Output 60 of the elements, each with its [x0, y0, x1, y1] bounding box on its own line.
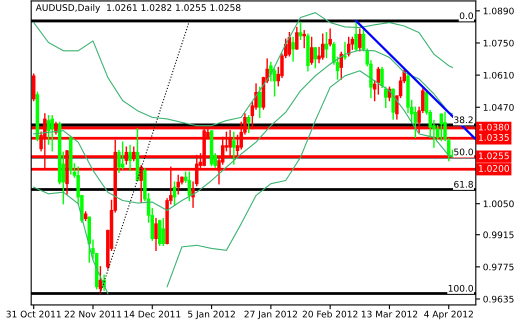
candlestick: [172, 181, 176, 206]
candlestick: [291, 36, 295, 62]
ref-line-label: 1.0255: [479, 152, 509, 160]
candlestick: [310, 36, 314, 65]
y-tick-label: 1.0750: [484, 40, 514, 47]
candlestick: [358, 28, 362, 52]
candlestick: [295, 26, 299, 50]
candlestick: [354, 20, 358, 52]
candlestick: [340, 52, 344, 80]
y-tick-label: 0.9635: [483, 296, 514, 303]
x-tick-label: 27 Jan 2012: [244, 310, 298, 320]
y-tick-label: 1.0890: [484, 8, 514, 14]
candlestick: [246, 115, 250, 133]
candlestick: [98, 266, 102, 294]
ref-line-label: 1.0200: [479, 165, 510, 172]
candlestick: [343, 42, 347, 60]
annotation: 38.2: [454, 116, 473, 124]
y-tick-label: 1.0610: [484, 72, 514, 79]
candlestick: [314, 46, 318, 68]
y-tick-label: 0.9915: [483, 231, 514, 238]
candlestick: [384, 86, 388, 108]
candlestick: [391, 88, 395, 120]
x-tick-label: 22 Nov 2011: [64, 310, 122, 318]
annotation: 100.0: [448, 284, 473, 292]
candlestick: [132, 146, 136, 162]
candlestick: [158, 220, 162, 246]
candlestick: [321, 34, 324, 60]
candlestick: [288, 32, 292, 57]
candlestick: [50, 115, 54, 152]
ref-line-label: 1.0335: [479, 134, 509, 141]
annotation: 0.0: [460, 12, 473, 20]
annotation: 50.0: [454, 148, 473, 156]
candlestick: [258, 86, 262, 118]
y-tick-label: 1.0470: [484, 104, 514, 111]
candlestick: [324, 32, 328, 58]
line-series: [33, 50, 454, 211]
ref-line-label: 1.0380: [479, 124, 510, 131]
candlestick: [440, 113, 444, 142]
chart-title: AUDUSD,Daily 1.0261 1.0282 1.0255 1.0258: [36, 4, 240, 13]
x-tick-label: 13 Mar 2012: [362, 310, 418, 318]
y-tick-label: 0.9775: [483, 264, 514, 270]
x-tick-label: 31 Oct 2011: [6, 310, 61, 318]
candlestick: [176, 174, 180, 195]
x-tick-label: 4 Apr 2012: [424, 310, 473, 320]
x-tick-label: 20 Feb 2012: [302, 310, 358, 318]
candlestick: [380, 66, 384, 88]
candlestick: [302, 30, 306, 48]
x-tick-label: 5 Jan 2012: [188, 310, 235, 320]
candlestick: [32, 74, 36, 102]
annotation: 61.8: [454, 180, 473, 188]
line-series: [33, 12, 454, 126]
candlestick: [120, 141, 124, 170]
candlestick: [232, 132, 236, 165]
candlestick: [128, 144, 132, 172]
candlestick: [188, 172, 192, 202]
x-tick-label: 14 Dec 2011: [124, 310, 180, 318]
candlestick: [328, 28, 332, 46]
y-tick-label: 1.0050: [484, 200, 514, 208]
candlestick: [298, 22, 302, 40]
candlestick: [162, 218, 166, 246]
